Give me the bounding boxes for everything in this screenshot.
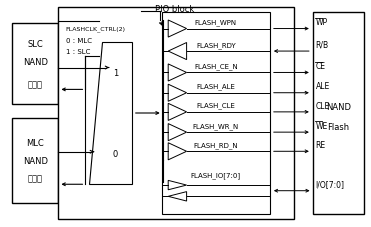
Text: Flash: Flash xyxy=(327,123,349,131)
Text: FLASH_WR_N: FLASH_WR_N xyxy=(193,123,239,129)
Text: WE: WE xyxy=(315,121,328,130)
Polygon shape xyxy=(168,85,187,102)
Text: RE: RE xyxy=(315,141,326,149)
Text: FLASH_WPN: FLASH_WPN xyxy=(195,19,237,26)
Bar xyxy=(161,12,270,215)
Text: 0: 0 xyxy=(113,149,118,158)
Polygon shape xyxy=(168,143,187,160)
Text: WP: WP xyxy=(315,18,328,27)
Text: PIO block: PIO block xyxy=(155,5,194,14)
Text: I/O[7:0]: I/O[7:0] xyxy=(315,180,345,189)
Polygon shape xyxy=(168,192,187,201)
Polygon shape xyxy=(168,21,187,38)
Text: FLASH_CE_N: FLASH_CE_N xyxy=(194,63,238,70)
Bar xyxy=(59,8,294,219)
Text: 控制器: 控制器 xyxy=(28,174,43,183)
Bar xyxy=(13,24,59,104)
Text: CE: CE xyxy=(315,62,325,71)
Polygon shape xyxy=(168,65,187,82)
Text: SLC: SLC xyxy=(27,39,43,49)
Text: 控制器: 控制器 xyxy=(28,80,43,89)
Text: FLASHCLK_CTRL(2): FLASHCLK_CTRL(2) xyxy=(66,27,126,32)
Text: NAND: NAND xyxy=(326,102,351,111)
Polygon shape xyxy=(89,43,132,184)
Text: FLASH_RDY: FLASH_RDY xyxy=(196,42,236,49)
Text: 0 : MLC: 0 : MLC xyxy=(66,38,92,44)
Bar xyxy=(312,12,364,215)
Text: FLASH_RD_N: FLASH_RD_N xyxy=(194,142,238,148)
Polygon shape xyxy=(168,43,187,60)
Text: 1 : SLC: 1 : SLC xyxy=(66,49,90,55)
Text: NAND: NAND xyxy=(23,57,48,67)
Text: R/B: R/B xyxy=(315,41,329,49)
Polygon shape xyxy=(168,124,187,141)
Text: MLC: MLC xyxy=(27,138,44,147)
Text: ALE: ALE xyxy=(315,82,330,91)
Polygon shape xyxy=(168,104,187,121)
Text: 1: 1 xyxy=(113,69,118,78)
Bar xyxy=(13,118,59,203)
Text: CLE: CLE xyxy=(315,101,330,110)
Text: FLASH_CLE: FLASH_CLE xyxy=(196,102,235,109)
Polygon shape xyxy=(168,180,187,190)
Text: FLASH_ALE: FLASH_ALE xyxy=(196,83,235,90)
Text: NAND: NAND xyxy=(23,156,48,165)
Text: FLASH_IO[7:0]: FLASH_IO[7:0] xyxy=(191,172,241,178)
